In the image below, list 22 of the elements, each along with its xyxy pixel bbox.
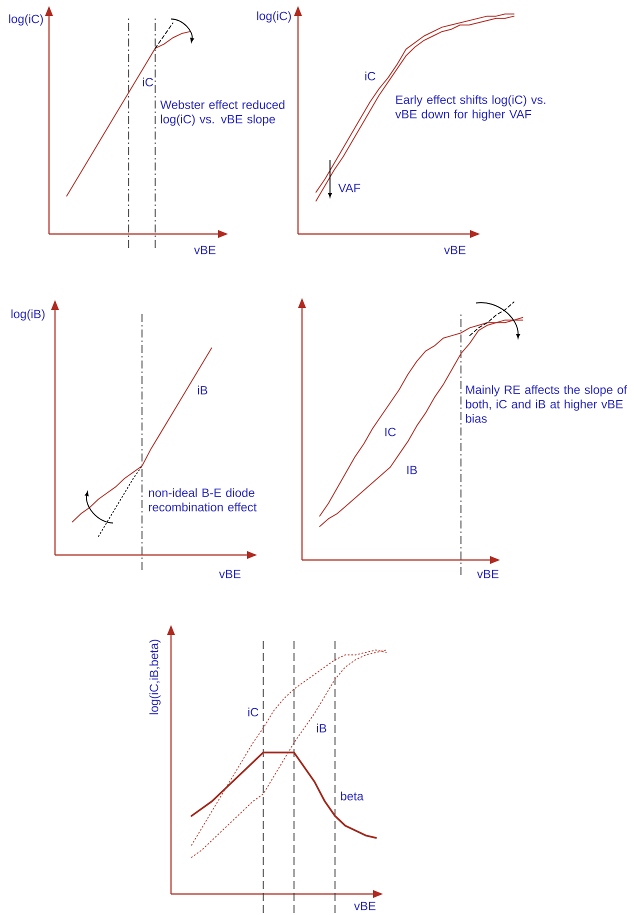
- annotation: Early effect shifts log(iC) vs. vBE down for higher VAF: [395, 95, 546, 121]
- series-label: IB: [407, 466, 417, 474]
- series-label: iB: [198, 386, 208, 394]
- series-label: beta: [340, 792, 364, 800]
- series-label: iB: [317, 724, 326, 732]
- series-label: iC: [365, 72, 376, 80]
- x-axis-title: vBE: [477, 570, 498, 578]
- y-axis-title: log(iB): [11, 309, 45, 321]
- x-axis-title: vBE: [354, 902, 376, 910]
- x-axis-title: vBE: [194, 246, 216, 254]
- y-axis-title: log(iC): [257, 11, 291, 23]
- annotation: Webster effect reduced log(iC) vs. vBE slope: [160, 100, 284, 126]
- annotation: Mainly RE affects the slope of both, iC and iB at higher vBE bias: [466, 385, 628, 423]
- y-axis-title: log(iC,iB,beta): [149, 640, 161, 714]
- series-label: IC: [385, 428, 396, 436]
- series-label: iC: [248, 708, 258, 716]
- y-axis-title: log(iC): [9, 14, 43, 26]
- annotation: VAF: [338, 184, 360, 192]
- series-label: iC: [142, 78, 154, 86]
- annotation: non-ideal B-E diode recombination effect: [148, 488, 257, 512]
- x-axis-title: vBE: [444, 246, 466, 254]
- x-axis-title: vBE: [219, 570, 240, 578]
